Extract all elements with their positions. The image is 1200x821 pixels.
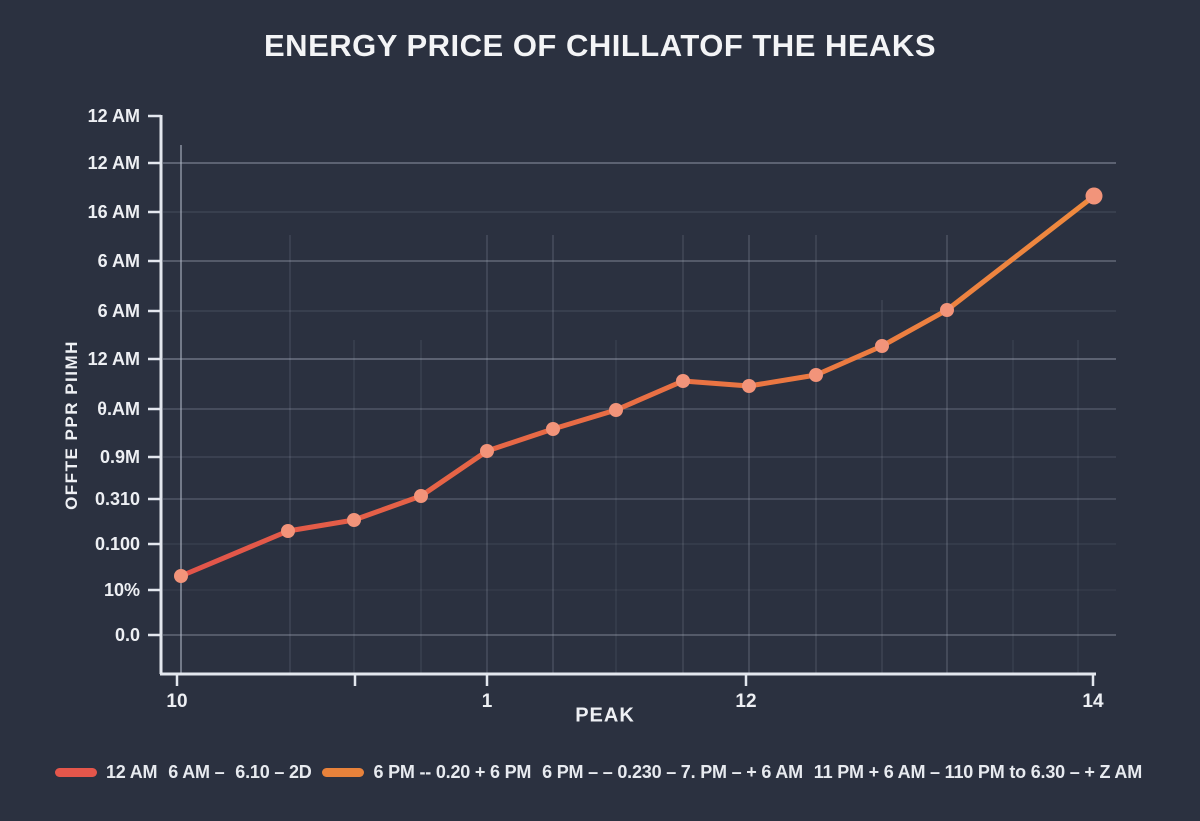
legend: 12 AM 6 AM – 6.10 – 2D 6 PM -- 0.20 + 6 PM 6… <box>55 758 1142 786</box>
legend-item: 12 AM <box>55 761 158 783</box>
y-tick-label: 0.310 <box>95 489 140 509</box>
data-point <box>414 489 428 503</box>
x-tick-label: 1 <box>482 691 493 712</box>
y-tick-label: θ.AM <box>97 399 140 419</box>
y-tick-label: 12 AM <box>88 153 140 173</box>
legend-item: 11 PM + 6 AM – 110 PM to 6.30 – + Z AM <box>814 762 1142 783</box>
data-point <box>1085 187 1103 205</box>
x-axis-title: PEAK <box>575 704 635 727</box>
y-tick-label: 6 AM <box>98 301 140 321</box>
data-point <box>480 444 494 458</box>
data-point <box>940 303 954 317</box>
y-tick-label: 12 AM <box>88 349 140 369</box>
data-point <box>875 339 889 353</box>
y-tick-label: 0.100 <box>95 534 140 554</box>
legend-label: 12 AM <box>106 761 158 782</box>
data-point <box>742 379 756 393</box>
legend-label: 6 AM – <box>168 761 225 782</box>
y-tick-label: 12 AM <box>88 106 140 126</box>
y-tick-label: 16 AM <box>88 202 140 222</box>
data-point <box>347 513 361 527</box>
chart-title: ENERGY PRICE OF CHILLATOF THE HEAKS <box>264 28 936 63</box>
x-tick-label: 14 <box>1082 691 1104 712</box>
legend-label: 6.10 – 2D <box>235 761 312 782</box>
legend-label: 6 PM – – 0.230 – 7. PM – + 6 AM <box>542 761 803 782</box>
x-tick-label: 10 <box>166 691 187 712</box>
data-point <box>676 374 690 388</box>
legend-label: 11 PM + 6 AM – 110 PM to 6.30 – + Z AM <box>813 761 1142 782</box>
y-tick-label: 6 AM <box>98 251 140 271</box>
y-tick-label: 10% <box>104 580 140 600</box>
legend-swatch-icon <box>322 767 365 777</box>
legend-swatch-icon <box>55 767 97 777</box>
y-tick-label: 0.9M <box>100 447 140 467</box>
legend-item: 6 PM -- 0.20 + 6 PM <box>322 762 531 783</box>
price-line <box>178 193 1097 579</box>
data-point <box>809 368 823 382</box>
x-tick-label: 12 <box>735 691 756 712</box>
legend-item: 6.10 – 2D <box>235 762 311 783</box>
data-point <box>609 403 623 417</box>
data-point <box>281 524 295 538</box>
legend-item: 6 AM – <box>168 762 224 783</box>
y-tick-label: 0.0 <box>115 625 140 645</box>
data-point <box>546 422 560 436</box>
legend-label: 6 PM -- 0.20 + 6 PM <box>373 761 532 782</box>
legend-item: 6 PM – – 0.230 – 7. PM – + 6 AM <box>542 762 803 783</box>
data-point <box>174 569 188 583</box>
